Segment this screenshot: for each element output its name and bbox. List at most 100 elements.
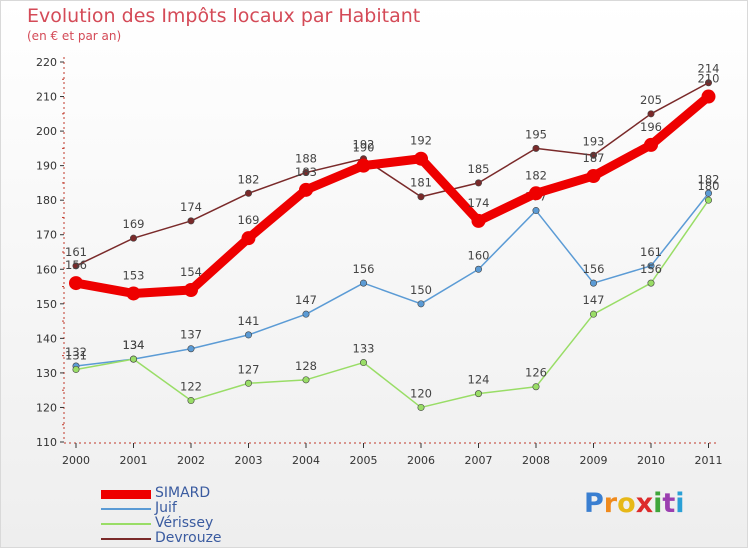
data-point-devrouze <box>302 169 310 177</box>
data-point-simard <box>241 231 256 246</box>
data-point-devrouze <box>589 151 597 159</box>
data-label-juif: 141 <box>238 314 260 328</box>
data-point-juif <box>359 279 367 287</box>
data-label-simard: 196 <box>640 120 662 134</box>
logo-letter: o <box>617 488 636 519</box>
data-label-devrouze: 181 <box>410 176 432 190</box>
y-tick-label: 220 <box>36 56 57 69</box>
data-point-v-rissey <box>474 390 482 398</box>
data-label-v-rissey: 126 <box>525 366 547 380</box>
data-label-juif: 132 <box>65 345 87 359</box>
data-point-simard <box>414 151 428 166</box>
x-tick-label: 2004 <box>292 454 320 467</box>
legend-label: Juif <box>155 500 177 516</box>
data-label-simard: 156 <box>65 258 87 272</box>
legend-label: Vérissey <box>155 515 214 531</box>
x-tick-label: 2000 <box>62 454 90 467</box>
logo-letter: t <box>662 488 676 519</box>
logo-letter: P <box>584 488 604 519</box>
data-label-simard: 174 <box>468 196 490 210</box>
data-label-juif: 160 <box>468 248 490 262</box>
legend-swatch <box>101 489 151 499</box>
series-line-simard <box>71 92 713 298</box>
data-label-v-rissey: 133 <box>353 342 375 356</box>
data-label-simard: 187 <box>583 151 605 165</box>
data-label-simard: 190 <box>353 141 375 155</box>
y-tick-label: 190 <box>36 160 57 173</box>
logo-letter: i <box>653 488 663 519</box>
data-label-simard: 169 <box>238 213 260 227</box>
data-label-juif: 161 <box>640 245 662 259</box>
chart-subtitle: (en € et par an) <box>27 29 122 43</box>
data-point-juif <box>474 265 482 273</box>
logo-letter: x <box>635 488 654 519</box>
data-label-v-rissey: 180 <box>698 179 720 193</box>
logo-letter: i <box>675 488 685 519</box>
series-v-rissey: 131 134 122 127 128 133 120 124 126 147 156 180 <box>65 179 720 411</box>
data-label-simard: 210 <box>698 72 720 86</box>
data-label-v-rissey: 127 <box>238 362 260 376</box>
legend-label: SIMARD <box>155 485 211 501</box>
series-line-v-rissey <box>75 199 710 409</box>
data-point-v-rissey <box>417 403 425 411</box>
y-tick-label: 170 <box>36 229 57 242</box>
y-tick-label: 120 <box>36 401 57 414</box>
y-tick-label: 130 <box>36 367 57 380</box>
data-label-v-rissey: 128 <box>295 359 317 373</box>
data-label-devrouze: 214 <box>698 62 720 76</box>
x-tick-label: 2009 <box>580 454 608 467</box>
x-tick-label: 2010 <box>637 454 665 467</box>
data-label-devrouze: 192 <box>353 138 375 152</box>
data-label-juif: 150 <box>410 283 432 297</box>
data-label-v-rissey: 120 <box>410 386 432 400</box>
x-tick-label: 2003 <box>235 454 263 467</box>
data-label-v-rissey: 131 <box>65 348 87 362</box>
data-point-devrouze <box>187 217 195 225</box>
legend-swatch <box>101 508 151 510</box>
chart-title: Evolution des Impôts locaux par Habitant <box>27 5 421 27</box>
data-point-simard <box>356 158 371 173</box>
x-tick-label: 2002 <box>177 454 205 467</box>
x-tick-label: 2008 <box>522 454 550 467</box>
y-tick-label: 200 <box>36 125 57 138</box>
y-tick-label: 180 <box>36 194 57 207</box>
data-point-devrouze <box>245 189 253 197</box>
data-label-devrouze: 188 <box>295 152 317 166</box>
series-devrouze: 161 169 174 182 188 192 181 185 195 193 205 214 <box>65 62 720 270</box>
data-point-juif <box>302 310 310 318</box>
y-tick-label: 140 <box>36 332 57 345</box>
data-label-devrouze: 193 <box>583 134 605 148</box>
data-point-simard <box>644 137 658 152</box>
data-point-simard <box>69 276 83 291</box>
data-point-simard <box>471 213 486 228</box>
data-point-devrouze <box>474 179 482 187</box>
data-label-juif: 137 <box>180 328 202 342</box>
data-label-devrouze: 182 <box>238 172 260 186</box>
data-label-v-rissey: 124 <box>468 373 490 387</box>
data-label-devrouze: 169 <box>123 217 145 231</box>
data-label-simard: 182 <box>525 168 547 182</box>
data-label-simard: 154 <box>180 265 202 279</box>
data-point-devrouze <box>647 110 655 118</box>
data-point-simard <box>299 182 313 197</box>
data-point-v-rissey <box>532 383 540 391</box>
data-point-simard <box>586 169 601 183</box>
data-point-v-rissey <box>245 379 253 387</box>
data-label-v-rissey: 156 <box>640 262 662 276</box>
data-label-simard: 183 <box>295 165 317 179</box>
logo-letter: r <box>603 488 618 519</box>
data-label-juif: 182 <box>698 172 720 186</box>
data-label-juif: 156 <box>583 262 605 276</box>
series-line-devrouze <box>75 81 710 267</box>
data-label-devrouze: 174 <box>180 200 202 214</box>
x-tick-label: 2006 <box>407 454 435 467</box>
data-point-juif <box>647 262 655 270</box>
data-point-v-rissey <box>130 355 138 363</box>
data-label-simard: 192 <box>410 134 432 148</box>
data-point-v-rissey <box>187 397 195 405</box>
x-tick-label: 2011 <box>695 454 723 467</box>
data-point-v-rissey <box>647 279 655 287</box>
data-label-juif: 134 <box>123 338 145 352</box>
